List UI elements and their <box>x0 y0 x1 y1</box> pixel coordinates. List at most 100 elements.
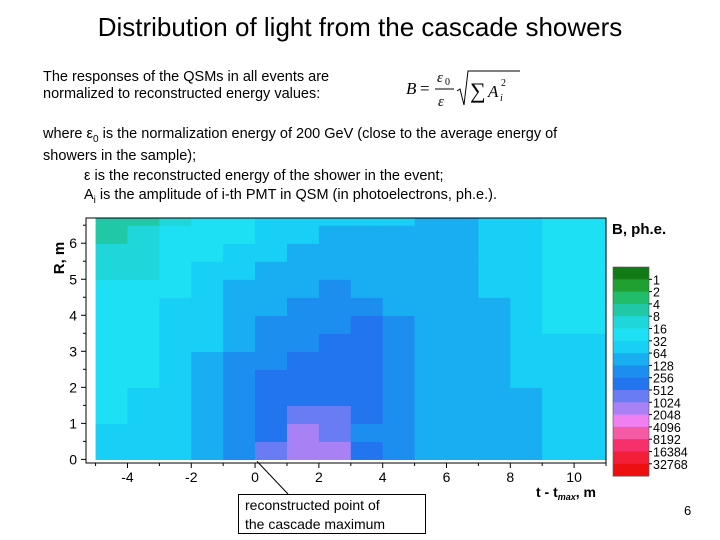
heatmap-cell <box>446 261 479 280</box>
heatmap-cell <box>414 261 448 280</box>
heatmap-cell <box>223 225 256 244</box>
heatmap-cell <box>127 405 160 424</box>
heatmap-cell <box>382 297 416 316</box>
heatmap-cell <box>127 225 160 244</box>
heatmap-cell <box>542 297 575 316</box>
heatmap-cell <box>414 369 448 388</box>
heatmap-cell <box>446 279 479 298</box>
heatmap-cell <box>159 261 192 280</box>
page-number: 6 <box>684 503 692 518</box>
heatmap-cell <box>318 243 352 262</box>
heatmap-cell <box>223 261 256 280</box>
legend-level-label: 32 <box>653 335 667 349</box>
heatmap-cell <box>159 423 192 442</box>
legend-swatch <box>613 316 649 329</box>
heatmap-cell <box>542 279 575 298</box>
heatmap-cell <box>350 315 384 334</box>
legend-swatch <box>613 463 649 477</box>
x-axis-label-main: t - t <box>536 484 558 500</box>
amp-prefix: A <box>84 187 94 203</box>
heatmap-cell <box>382 387 416 406</box>
y-tick-label: 6 <box>69 235 77 251</box>
intro-text: The responses of the QSMs in all events … <box>43 69 373 103</box>
y-tick-label: 4 <box>69 307 77 323</box>
x-tick-label: 4 <box>379 469 387 485</box>
heatmap-cell <box>318 387 352 406</box>
heatmap-cell <box>191 218 224 226</box>
heatmap-cell <box>382 243 416 262</box>
heatmap-cell <box>159 297 192 316</box>
heatmap-cell <box>318 315 352 334</box>
heatmap-cell <box>191 243 224 262</box>
heatmap-cell <box>350 218 384 226</box>
heatmap-cell <box>478 405 511 424</box>
heatmap-cell <box>286 297 320 316</box>
legend-level-label: 16384 <box>653 446 688 460</box>
heatmap-cell <box>255 261 288 280</box>
heatmap-cell <box>414 351 448 370</box>
formula-sqrt-sign <box>456 70 520 106</box>
heatmap-cell <box>127 351 160 370</box>
legend-title: B, ph.e. <box>612 221 666 238</box>
heatmap-cell <box>350 423 384 442</box>
heatmap-cell <box>350 387 384 406</box>
heatmap-cell <box>286 333 320 352</box>
heatmap-cell <box>446 225 479 244</box>
heatmap-cell <box>95 225 129 244</box>
legend-swatch <box>613 340 649 354</box>
legend-level-label: 4 <box>653 298 660 312</box>
heatmap-cell <box>382 441 416 460</box>
x-axis-label-sub: max <box>558 492 577 502</box>
heatmap-cell <box>478 315 511 334</box>
where-line-1: where ε0 is the normalization energy of … <box>43 126 683 148</box>
heatmap-cell <box>223 351 256 370</box>
heatmap-cell <box>510 423 543 442</box>
heatmap-cell <box>510 369 543 388</box>
heatmap-cell <box>510 279 543 298</box>
heatmap-cell <box>350 261 384 280</box>
heatmap-cell <box>223 315 256 334</box>
heatmap-cell <box>414 423 448 442</box>
heatmap-cell <box>127 261 160 280</box>
callout-line-2: the cascade maximum <box>245 516 386 532</box>
normalization-formula: B = ε ε 0 ∑ A i 2 <box>406 70 520 110</box>
intro-line-2: normalized to reconstructed energy value… <box>43 86 321 102</box>
legend-level-label: 2 <box>653 286 660 300</box>
legend-swatch <box>613 402 649 415</box>
heatmap-cell <box>286 387 320 406</box>
heatmap-cell <box>255 218 288 226</box>
heatmap-cell <box>574 351 607 370</box>
heatmap-cell <box>446 369 479 388</box>
amplitude-definition: Ai is the amplitude of i-th PMT in QSM (… <box>84 187 684 209</box>
heatmap-cell <box>159 279 192 298</box>
x-tick-label: -4 <box>121 469 134 485</box>
heatmap-cell <box>446 297 479 316</box>
heatmap-cell <box>414 405 448 424</box>
formula-term-sub: i <box>500 93 503 104</box>
heatmap-cell <box>318 405 352 424</box>
heatmap-cell <box>223 369 256 388</box>
legend-level-label: 4096 <box>653 421 681 435</box>
heatmap-cell <box>542 405 575 424</box>
heatmap-cell <box>159 315 192 334</box>
heatmap-cell <box>350 333 384 352</box>
legend-level-label: 256 <box>653 372 674 386</box>
x-tick-label: 10 <box>566 469 582 485</box>
legend-level-label: 2048 <box>653 409 681 423</box>
legend-swatch <box>613 451 649 465</box>
heatmap-cell <box>574 297 607 316</box>
heatmap-cell <box>382 279 416 298</box>
heatmap-cell <box>223 297 256 316</box>
where-epsilon-sub: 0 <box>93 133 99 145</box>
heatmap-cell <box>127 423 160 442</box>
heatmap-cell <box>510 333 543 352</box>
heatmap-cell <box>350 225 384 244</box>
color-legend: 1248163264128256512102420484096819216384… <box>612 266 688 477</box>
heatmap-cell <box>191 261 224 280</box>
heatmap-cell <box>286 279 320 298</box>
heatmap-cell <box>191 297 224 316</box>
heatmap-cell <box>95 297 129 316</box>
heatmap-cell <box>159 333 192 352</box>
heatmap-cell <box>574 333 607 352</box>
formula-equals: = <box>420 79 430 98</box>
